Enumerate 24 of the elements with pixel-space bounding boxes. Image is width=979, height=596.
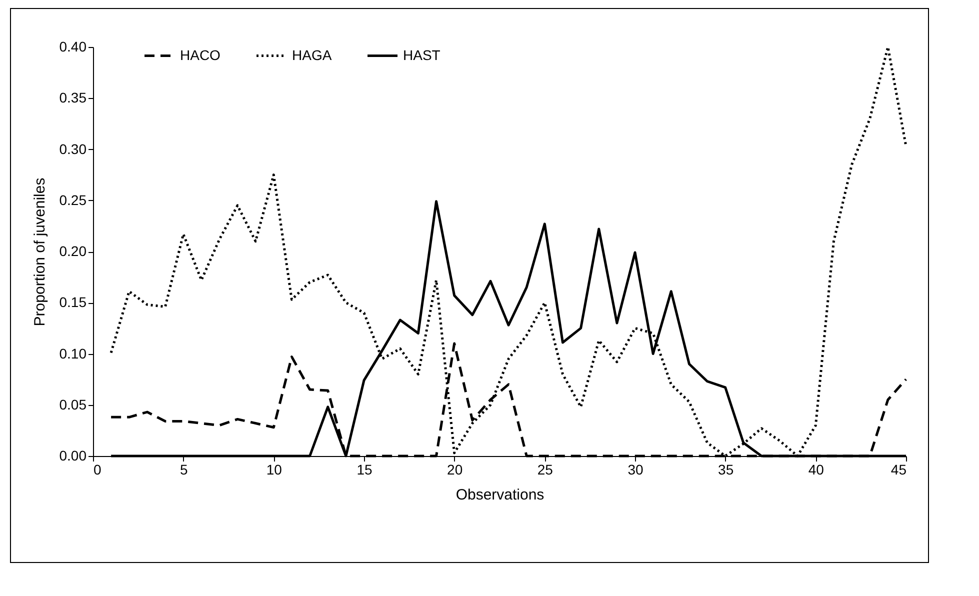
y-tick-label: 0.40	[59, 38, 87, 54]
legend-label: HAST	[403, 46, 441, 63]
x-tick-label: 40	[808, 462, 824, 478]
y-tick-label: 0.30	[59, 140, 87, 157]
y-tick-label: 0.25	[59, 192, 87, 208]
y-axis-title: Proportion of juveniles	[31, 178, 48, 326]
x-tick-label: 25	[537, 462, 554, 478]
y-tick-label: 0.00	[59, 448, 87, 464]
x-tick-label: 0	[94, 462, 102, 478]
y-tick-label: 0.15	[59, 294, 87, 310]
legend-label: HACO	[180, 46, 221, 63]
x-tick-label: 10	[266, 462, 282, 478]
x-tick-label: 45	[890, 462, 907, 478]
x-tick-label: 35	[718, 462, 734, 478]
x-tick-label: 15	[356, 462, 372, 478]
y-tick-label: 0.20	[59, 243, 87, 259]
x-tick-label: 5	[180, 462, 188, 478]
y-tick-label: 0.05	[59, 396, 87, 412]
y-tick-label: 0.35	[59, 90, 87, 106]
x-tick-label: 30	[628, 462, 644, 478]
x-tick-label: 20	[447, 462, 463, 478]
legend-label: HAGA	[292, 46, 332, 63]
x-axis-title: Observations	[456, 486, 544, 504]
y-tick-label: 0.10	[59, 345, 87, 362]
